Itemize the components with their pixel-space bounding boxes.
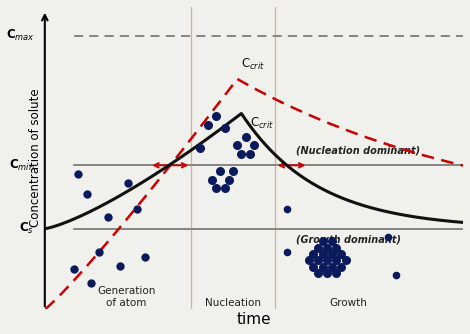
Text: (Nucleation dominant): (Nucleation dominant) bbox=[296, 145, 420, 155]
X-axis label: time: time bbox=[236, 312, 271, 327]
Text: C$_{crit}$: C$_{crit}$ bbox=[250, 116, 274, 132]
Text: (Growth dominant): (Growth dominant) bbox=[296, 234, 401, 244]
Text: Nucleation: Nucleation bbox=[205, 298, 261, 308]
Text: C$_{crit}$: C$_{crit}$ bbox=[242, 57, 266, 72]
Y-axis label: Concentration of solute: Concentration of solute bbox=[29, 89, 42, 227]
Text: Growth: Growth bbox=[329, 298, 367, 308]
Text: Generation
of atom: Generation of atom bbox=[97, 286, 156, 308]
Text: C$_{s}$: C$_{s}$ bbox=[19, 221, 34, 236]
Text: C$_{min}$: C$_{min}$ bbox=[8, 158, 34, 173]
Text: C$_{max}$: C$_{max}$ bbox=[6, 28, 34, 43]
